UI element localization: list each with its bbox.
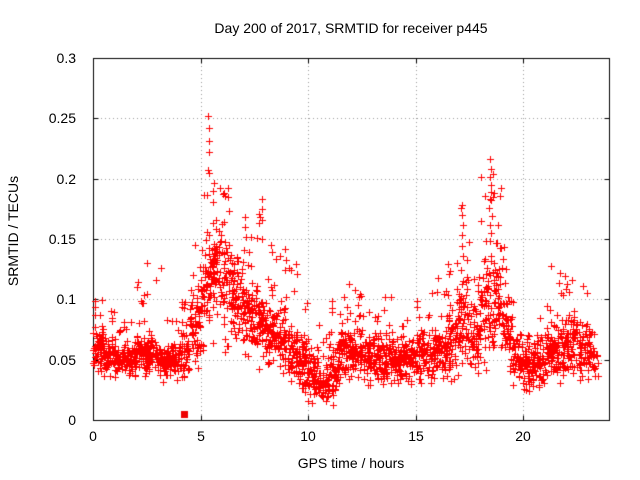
y-tick-label: 0.15 bbox=[48, 231, 76, 247]
y-tick-label: 0.2 bbox=[56, 171, 76, 187]
x-tick-label: 15 bbox=[408, 428, 424, 444]
y-tick-label: 0.25 bbox=[48, 110, 76, 126]
y-tick-label: 0.1 bbox=[56, 291, 76, 307]
x-tick-label: 20 bbox=[515, 428, 531, 444]
x-tick-label: 5 bbox=[197, 428, 205, 444]
x-tick-label: 0 bbox=[89, 428, 97, 444]
chart-title: Day 200 of 2017, SRMTID for receiver p44… bbox=[214, 20, 488, 36]
y-axis-label: SRMTID / TECUs bbox=[5, 175, 21, 287]
x-axis-label: GPS time / hours bbox=[297, 455, 405, 471]
y-tick-label: 0 bbox=[68, 412, 76, 428]
x-tick-label: 10 bbox=[300, 428, 316, 444]
y-tick-label: 0.3 bbox=[56, 50, 76, 66]
y-tick-label: 0.05 bbox=[48, 352, 76, 368]
